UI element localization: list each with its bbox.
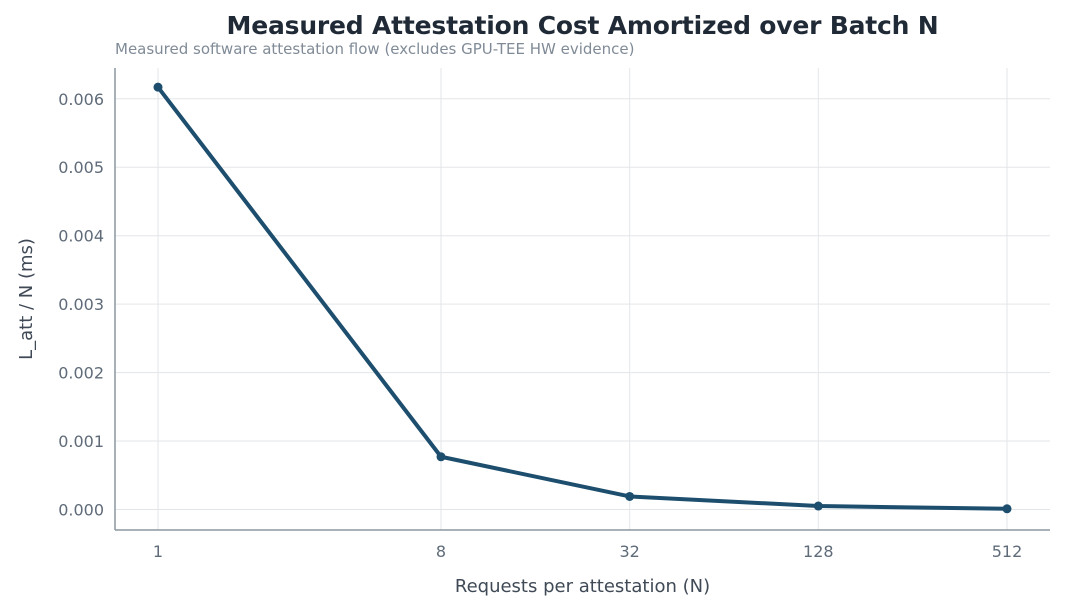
- grid: [115, 68, 1050, 530]
- y-axis-title: L_att / N (ms): [16, 238, 37, 360]
- axes: [114, 68, 1050, 531]
- x-tick-label: 1: [153, 542, 163, 561]
- y-tick-label: 0.002: [58, 364, 104, 383]
- x-tick-label: 8: [436, 542, 446, 561]
- data-point: [436, 452, 446, 462]
- y-tick-label: 0.000: [58, 500, 104, 519]
- data-point: [153, 82, 163, 92]
- y-tick-label: 0.006: [58, 90, 104, 109]
- y-tick-labels: 0.000 0.001 0.002 0.003 0.004 0.005 0.006: [58, 90, 104, 520]
- chart-title: Measured Attestation Cost Amortized over…: [226, 11, 939, 40]
- data-point: [813, 501, 823, 511]
- chart-subtitle: Measured software attestation flow (excl…: [115, 40, 635, 58]
- data-point: [625, 491, 635, 501]
- y-tick-label: 0.001: [58, 432, 104, 451]
- x-axis-title: Requests per attestation (N): [455, 576, 710, 597]
- y-tick-label: 0.003: [58, 295, 104, 314]
- series-line: [156, 85, 1009, 511]
- data-point: [1002, 504, 1012, 514]
- x-tick-label: 128: [803, 542, 834, 561]
- x-tick-label: 32: [619, 542, 639, 561]
- y-tick-label: 0.005: [58, 158, 104, 177]
- x-tick-labels: 1 8 32 128 512: [153, 542, 1022, 561]
- x-tick-label: 512: [992, 542, 1023, 561]
- y-tick-label: 0.004: [58, 227, 104, 246]
- series: [153, 82, 1012, 514]
